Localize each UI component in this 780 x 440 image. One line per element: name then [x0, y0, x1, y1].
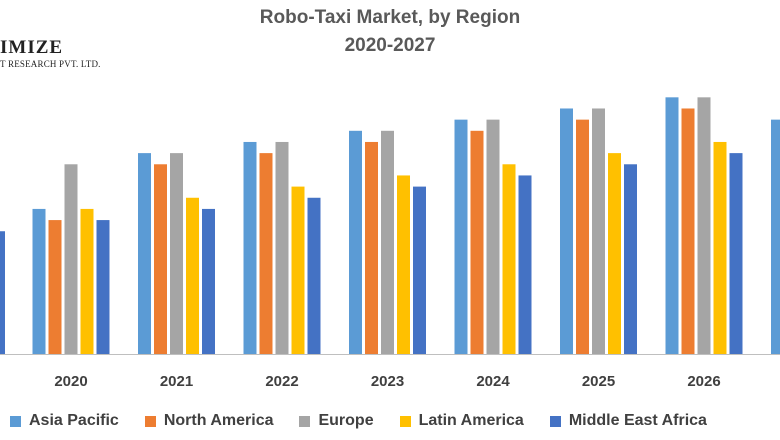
bar-asia-pacific-2021: [138, 153, 151, 354]
legend-swatch-latin-america: [399, 415, 411, 427]
bar-europe-2024: [486, 119, 500, 354]
legend-swatch-north-america: [144, 415, 156, 427]
legend-swatch-europe: [299, 415, 311, 427]
bar-europe-2021: [170, 153, 183, 354]
legend-label-europe: Europe: [318, 412, 374, 429]
x-tick-label-2021: 2021: [160, 373, 193, 390]
bar-north-america-2021: [154, 164, 167, 354]
legend-item-asia-pacific: Asia Pacific: [10, 412, 119, 430]
bar-middle-east-africa-2023: [413, 186, 426, 354]
bar-north-america-2024: [470, 130, 484, 354]
bar-asia-pacific-2022: [243, 141, 257, 354]
legend-label-middle-east-africa: Middle East Africa: [568, 412, 707, 429]
bar-asia-pacific-2026: [665, 97, 679, 354]
bar-middle-east-africa-2022: [307, 197, 321, 354]
chart-subtitle: 2020-2027: [344, 35, 436, 56]
bar-latin-america-2021: [186, 197, 199, 354]
bar-latin-america-2026: [713, 141, 727, 354]
bar-europe-2025: [592, 108, 605, 354]
chart-legend: Asia Pacific North America Europe Latin …: [0, 408, 780, 434]
logo-sub-text: T RESEARCH PVT. LTD.: [0, 59, 101, 69]
x-tick-label-2023: 2023: [371, 373, 404, 390]
legend-swatch-asia-pacific: [10, 415, 21, 427]
bar-europe-2020: [64, 164, 78, 354]
bar-latin-america-2024: [502, 164, 516, 354]
bar-north-america-2020: [48, 220, 62, 354]
bar-partial-left: [0, 231, 5, 354]
bar-chart: 2020 2021 2022 2023 2024 2025 2026: [0, 97, 780, 390]
x-tick-label-2025: 2025: [582, 373, 615, 390]
chart-title-block: Robo-Taxi Market, by Region 2020-2027: [0, 4, 780, 60]
bar-asia-pacific-2025: [560, 108, 573, 354]
bar-north-america-2023: [365, 141, 378, 354]
bar-asia-pacific-2020: [32, 208, 46, 354]
bar-north-america-2026: [681, 108, 695, 354]
legend-item-europe: Europe: [299, 412, 374, 430]
x-tick-label-2020: 2020: [54, 373, 87, 390]
bar-latin-america-2022: [291, 186, 305, 354]
bar-europe-2026: [697, 97, 711, 354]
legend-label-asia-pacific: Asia Pacific: [29, 412, 119, 429]
chart-title: Robo-Taxi Market, by Region: [259, 7, 521, 28]
bar-asia-pacific-2024: [454, 119, 468, 354]
bar-middle-east-africa-2025: [624, 164, 637, 354]
legend-item-latin-america: Latin America: [399, 412, 524, 430]
logo-main-text: IMIZE: [0, 37, 64, 58]
x-tick-label-2026: 2026: [687, 373, 720, 390]
x-tick-label-2022: 2022: [265, 373, 298, 390]
bar-middle-east-africa-2020: [96, 220, 110, 354]
bar-middle-east-africa-2024: [518, 175, 532, 354]
bar-latin-america-2020: [80, 208, 94, 354]
bar-asia-pacific-2027: [771, 119, 780, 354]
legend-swatch-middle-east-africa: [549, 415, 561, 427]
bar-latin-america-2023: [397, 175, 410, 354]
bar-middle-east-africa-2021: [202, 208, 215, 354]
bar-latin-america-2025: [608, 153, 621, 354]
legend-item-middle-east-africa: Middle East Africa: [549, 412, 707, 430]
bar-north-america-2025: [576, 119, 589, 354]
legend-label-north-america: North America: [163, 412, 274, 429]
x-tick-label-2024: 2024: [476, 373, 510, 390]
bar-north-america-2022: [259, 153, 273, 354]
bar-europe-2023: [381, 130, 394, 354]
legend-label-latin-america: Latin America: [418, 412, 524, 429]
legend-item-north-america: North America: [144, 412, 274, 430]
bar-europe-2022: [275, 141, 289, 354]
company-logo: IMIZE T RESEARCH PVT. LTD.: [0, 38, 101, 70]
bar-middle-east-africa-2026: [729, 153, 743, 354]
bar-asia-pacific-2023: [349, 130, 362, 354]
